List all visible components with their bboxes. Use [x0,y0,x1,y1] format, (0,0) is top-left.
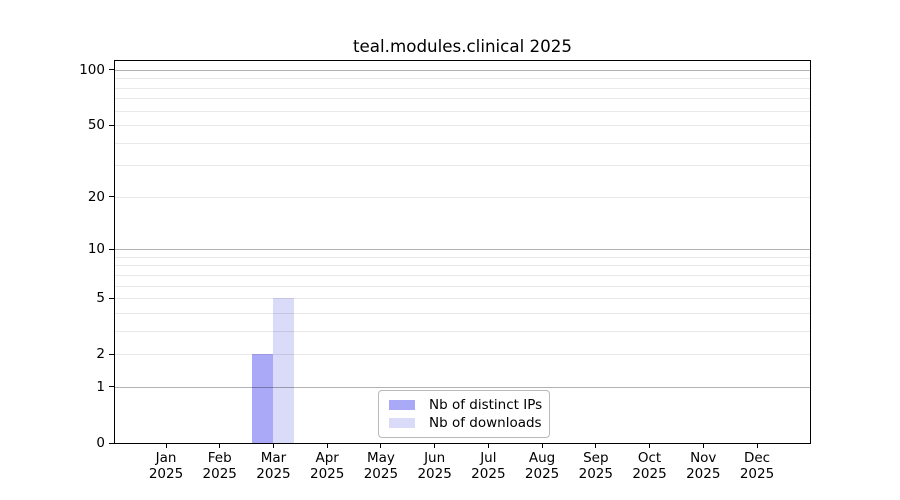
y-tick-label-20: 20 [87,188,105,205]
x-tick-label-dec: Dec 2025 [727,450,787,482]
bar-nb-of-distinct-ips-mar [252,354,274,443]
y-tick-1 [109,386,114,388]
x-tick-jul [487,444,489,448]
x-tick-label-year: 2025 [524,465,560,482]
minor-gridline-y40 [115,142,810,144]
y-tick-label-2: 2 [96,346,105,363]
x-tick-label-month: Mar [260,450,287,466]
x-tick-label-year: 2025 [363,465,399,482]
x-tick-label-sep: Sep 2025 [566,450,626,482]
x-tick-may [380,444,382,448]
x-tick-label-month: Nov [690,450,717,466]
x-tick-label-jun: Jun 2025 [405,450,465,482]
major-gridline-y10 [115,249,810,251]
minor-gridline-y3 [115,330,810,332]
minor-gridline-y70 [115,98,810,100]
y-tick-100 [109,69,114,71]
x-tick-apr [326,444,328,448]
x-tick-label-month: Jan [155,450,177,466]
x-tick-label-year: 2025 [417,465,452,482]
x-tick-label-year: 2025 [686,465,721,482]
minor-gridline-y9 [115,256,810,258]
y-tick-50 [109,124,114,126]
x-tick-label-month: Oct [637,450,662,466]
x-tick-label-mar: Mar 2025 [243,450,303,482]
x-tick-label-apr: Apr 2025 [297,450,357,482]
x-tick-dec [756,444,758,448]
chart-title: teal.modules.clinical 2025 [353,36,572,56]
y-tick-10 [109,248,114,250]
plot-area [114,60,811,444]
y-tick-label-10: 10 [87,241,105,258]
legend-label-downloads: Nb of downloads [429,415,542,432]
x-tick-label-feb: Feb 2025 [190,450,250,482]
minor-gridline-y50 [115,125,810,127]
legend: Nb of distinct IPs Nb of downloads [378,390,550,438]
y-tick-label-5: 5 [96,290,105,307]
x-tick-sep [595,444,597,448]
minor-gridline-y5 [115,298,810,300]
x-tick-label-may: May 2025 [351,450,411,482]
x-tick-jun [434,444,436,448]
minor-gridline-y2 [115,354,810,356]
grid-layer [115,61,810,443]
x-tick-aug [541,444,543,448]
x-tick-label-month: Jun [424,450,446,466]
y-tick-0 [109,442,114,444]
x-tick-label-month: Feb [207,450,232,466]
y-tick-label-1: 1 [96,378,105,395]
legend-label-distinct-ips: Nb of distinct IPs [429,396,543,413]
x-tick-label-month: Aug [528,450,556,466]
x-tick-label-nov: Nov 2025 [673,450,733,482]
major-gridline-y1 [115,386,810,388]
minor-gridline-y4 [115,312,810,314]
minor-gridline-y20 [115,196,810,198]
x-tick-label-aug: Aug 2025 [512,450,572,482]
x-tick-label-month: Jul [480,450,497,466]
minor-gridline-y90 [115,78,810,80]
x-tick-label-year: 2025 [578,465,613,482]
y-tick-label-0: 0 [96,435,105,451]
legend-swatch-distinct-ips [389,399,415,410]
y-tick-2 [109,353,114,355]
minor-gridline-y6 [115,285,810,287]
x-tick-label-year: 2025 [632,465,667,482]
x-tick-label-jul: Jul 2025 [458,450,518,482]
x-tick-label-month: Apr [315,450,339,466]
x-tick-label-oct: Oct 2025 [620,450,680,482]
x-tick-label-year: 2025 [309,465,345,482]
x-tick-oct [649,444,651,448]
minor-gridline-y80 [115,87,810,89]
x-tick-feb [219,444,221,448]
major-gridline-y100 [115,69,810,71]
legend-swatch-downloads [389,418,415,429]
x-tick-label-month: Sep [583,450,609,466]
minor-gridline-y60 [115,110,810,112]
minor-gridline-y30 [115,165,810,167]
minor-gridline-y8 [115,265,810,267]
legend-item-downloads: Nb of downloads [387,415,542,432]
y-tick-label-50: 50 [87,117,105,134]
x-tick-label-month: Dec [743,450,771,466]
x-tick-jan [165,444,167,448]
x-tick-label-year: 2025 [256,465,291,482]
x-tick-label-year: 2025 [202,465,237,482]
y-tick-5 [109,297,114,299]
x-tick-nov [702,444,704,448]
minor-gridline-y7 [115,274,810,276]
x-tick-mar [272,444,274,448]
x-tick-label-year: 2025 [148,465,184,482]
bars-layer [115,61,810,443]
x-tick-label-month: May [366,450,395,466]
bar-nb-of-downloads-mar [273,298,295,443]
x-tick-label-year: 2025 [739,465,775,482]
y-tick-20 [109,196,114,198]
y-tick-label-100: 100 [79,61,105,78]
x-tick-label-jan: Jan 2025 [136,450,196,482]
legend-item-distinct-ips: Nb of distinct IPs [387,396,543,413]
x-tick-label-year: 2025 [471,465,506,482]
